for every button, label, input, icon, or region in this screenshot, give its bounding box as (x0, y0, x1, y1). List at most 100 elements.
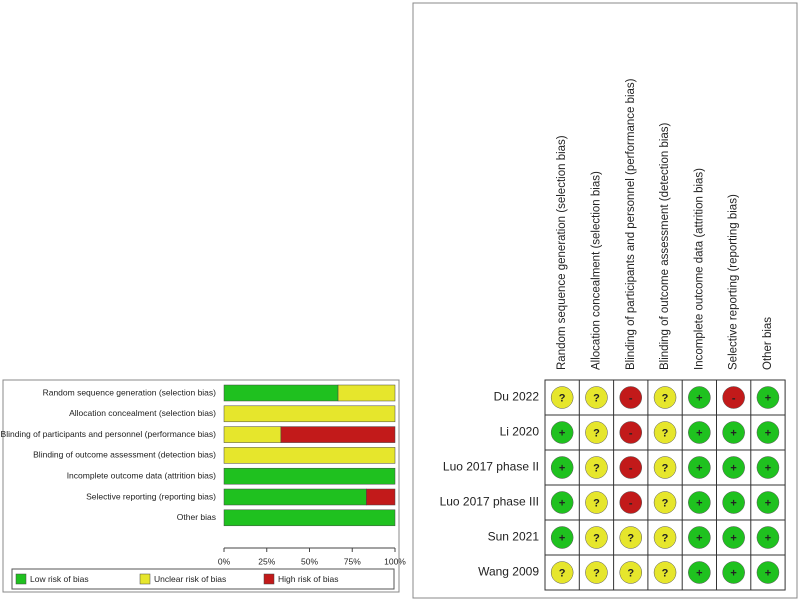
judgement-symbol: + (696, 462, 702, 474)
x-tick-label: 50% (301, 556, 318, 566)
x-tick-label: 75% (344, 556, 361, 566)
judgement-dot (653, 526, 677, 549)
judgement-dot (722, 456, 745, 479)
judgement-symbol: ? (627, 532, 634, 544)
judgement-dot (585, 561, 608, 584)
judgement-dot (585, 526, 608, 549)
judgement-dot (722, 561, 745, 584)
judgement-dot (688, 421, 711, 444)
judgement-dot (550, 456, 574, 479)
x-tick-label: 25% (258, 556, 275, 566)
category-label: Allocation concealment (selection bias) (69, 408, 216, 418)
judgement-symbol: ? (662, 462, 669, 474)
bar-segment (223, 384, 339, 402)
judgement-dot (756, 491, 780, 514)
bar-segment (223, 488, 367, 506)
legend-swatch (139, 573, 151, 585)
judgement-symbol: ? (559, 567, 566, 579)
column-header: Other bias (762, 317, 774, 370)
judgement-symbol: + (730, 497, 736, 509)
judgement-dot (619, 386, 642, 409)
judgement-symbol: + (696, 497, 702, 509)
study-label: Wang 2009 (478, 565, 539, 579)
bar-segment (223, 405, 396, 423)
judgement-symbol: - (629, 427, 633, 439)
study-label: Du 2022 (494, 390, 540, 404)
category-label: Incomplete outcome data (attrition bias) (67, 470, 216, 480)
judgement-symbol: ? (662, 427, 669, 439)
judgement-symbol: ? (593, 427, 600, 439)
bar-segment (223, 447, 396, 464)
judgement-dot (585, 386, 608, 409)
judgement-dot (722, 491, 745, 514)
judgement-dot (756, 561, 780, 584)
judgement-symbol: + (730, 532, 736, 544)
judgement-symbol: ? (662, 567, 669, 579)
judgement-symbol: + (765, 462, 771, 474)
judgement-symbol: ? (593, 532, 600, 544)
column-header: Incomplete outcome data (attrition bias) (693, 168, 705, 370)
judgement-dot (585, 456, 608, 479)
bar-segment (223, 509, 396, 527)
judgement-symbol: + (730, 567, 736, 579)
judgement-symbol: + (765, 427, 771, 439)
judgement-dot (653, 386, 677, 409)
judgement-dot (550, 386, 574, 409)
judgement-symbol: + (765, 567, 771, 579)
judgement-dot (688, 526, 711, 549)
judgement-symbol: + (730, 462, 736, 474)
judgement-dot (550, 561, 574, 584)
category-label: Random sequence generation (selection bi… (43, 387, 217, 397)
judgement-symbol: + (696, 567, 702, 579)
category-label: Selective reporting (reporting bias) (86, 491, 216, 501)
judgement-dot (688, 456, 711, 479)
judgement-symbol: + (559, 497, 565, 509)
judgement-dot (653, 561, 677, 584)
judgement-symbol: ? (593, 392, 600, 404)
x-tick-label: 0% (218, 556, 231, 566)
judgement-symbol: + (696, 532, 702, 544)
legend-swatch (15, 573, 27, 585)
judgement-dot (653, 421, 677, 444)
judgement-symbol: ? (662, 392, 669, 404)
judgement-symbol: ? (662, 532, 669, 544)
judgement-symbol: + (765, 532, 771, 544)
x-tick-label: 100% (384, 556, 406, 566)
judgement-dot (619, 421, 642, 444)
category-label: Blinding of outcome assessment (detectio… (33, 450, 216, 460)
judgement-dot (550, 526, 574, 549)
judgement-dot (585, 491, 608, 514)
column-header: Selective reporting (reporting bias) (728, 194, 740, 370)
judgement-dot (619, 526, 642, 549)
judgement-symbol: ? (559, 392, 566, 404)
study-label: Sun 2021 (488, 530, 540, 544)
legend-label: Low risk of bias (30, 574, 89, 584)
judgement-symbol: ? (593, 567, 600, 579)
judgement-dot (722, 421, 745, 444)
judgement-symbol: ? (593, 497, 600, 509)
judgement-symbol: - (629, 497, 633, 509)
judgement-dot (585, 421, 608, 444)
judgement-symbol: + (696, 392, 702, 404)
judgement-symbol: ? (627, 567, 634, 579)
study-label: Luo 2017 phase III (440, 495, 539, 509)
bar-segment (280, 426, 396, 443)
judgement-symbol: + (559, 427, 565, 439)
judgement-symbol: + (559, 532, 565, 544)
category-label: Other bias (177, 512, 216, 522)
study-label: Luo 2017 phase II (443, 460, 539, 474)
judgement-dot (722, 386, 745, 409)
legend-label: Unclear risk of bias (154, 574, 226, 584)
column-header: Random sequence generation (selection bi… (556, 135, 568, 370)
judgement-dot (688, 491, 711, 514)
judgement-dot (619, 561, 642, 584)
legend-box (11, 568, 395, 590)
bar-segment (337, 384, 396, 402)
column-header: Blinding of participants and personnel (… (625, 78, 637, 370)
judgement-symbol: + (730, 427, 736, 439)
judgement-dot (550, 421, 574, 444)
legend-label: High risk of bias (278, 574, 338, 584)
judgement-symbol: - (629, 392, 633, 404)
judgement-symbol: - (732, 392, 736, 404)
